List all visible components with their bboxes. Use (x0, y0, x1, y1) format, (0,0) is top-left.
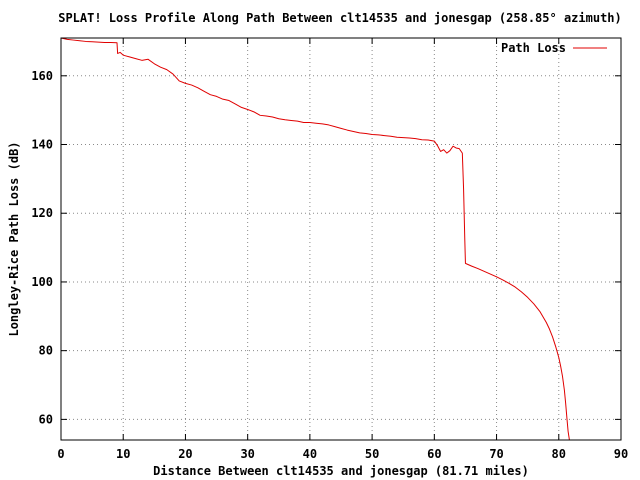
plot-frame (60, 37, 622, 441)
x-tick-label: 40 (303, 447, 317, 461)
x-tick-label: 70 (489, 447, 503, 461)
x-tick-label: 10 (116, 447, 130, 461)
y-tick-label: 120 (31, 206, 53, 220)
legend: Path Loss (501, 41, 607, 55)
y-axis-ticks: 60 80 100 120 140 160 (31, 69, 621, 426)
y-tick-label: 140 (31, 138, 53, 152)
y-tick-label: 100 (31, 275, 53, 289)
x-tick-label: 80 (552, 447, 566, 461)
y-axis-label: Longley-Rice Path Loss (dB) (7, 141, 21, 336)
x-tick-label: 30 (240, 447, 254, 461)
series-group (60, 37, 570, 441)
x-axis-label: Distance Between clt14535 and jonesgap (… (153, 464, 529, 478)
x-tick-label: 20 (178, 447, 192, 461)
x-tick-label: 90 (614, 447, 628, 461)
y-tick-label: 160 (31, 69, 53, 83)
series-line-path-loss (60, 37, 570, 441)
legend-label-path-loss: Path Loss (501, 41, 566, 55)
grid-lines (61, 38, 621, 440)
x-tick-label: 0 (57, 447, 64, 461)
x-tick-label: 60 (427, 447, 441, 461)
y-tick-label: 80 (39, 344, 53, 358)
x-tick-label: 50 (365, 447, 379, 461)
chart-title: SPLAT! Loss Profile Along Path Between c… (58, 11, 622, 25)
y-tick-label: 60 (39, 412, 53, 426)
